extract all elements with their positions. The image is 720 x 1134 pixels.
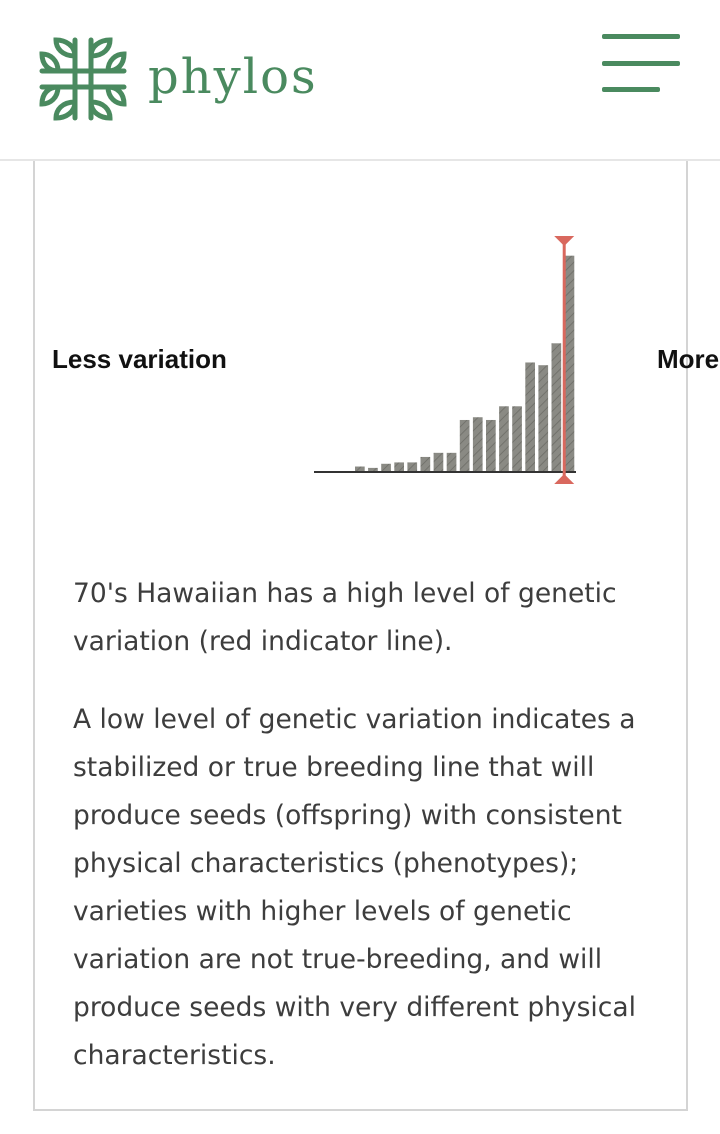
variation-explanation-text: A low level of genetic variation indicat… [73, 704, 636, 1071]
phylos-logo-icon [39, 37, 127, 121]
chart-bar [472, 417, 483, 472]
chart-bar [486, 419, 496, 472]
chart-bar [433, 452, 444, 472]
variation-summary-text: 70's Hawaiian has a high level of geneti… [73, 578, 617, 657]
chart-bar [381, 463, 391, 472]
genetic-variation-card [33, 161, 688, 1111]
chart-bar [446, 452, 457, 472]
chart-bar [564, 255, 575, 472]
chart-bar [368, 467, 378, 472]
chart-bar [420, 456, 431, 472]
chart-bar [355, 466, 365, 472]
chart-bar [459, 419, 470, 472]
brand-logo[interactable]: phylos [38, 36, 318, 122]
genetic-variation-chart [314, 236, 576, 484]
chart-bar [512, 406, 522, 472]
red-indicator-line [554, 236, 575, 484]
brand-name: phylos [148, 49, 318, 105]
chart-bar [394, 462, 404, 472]
chart-bar [538, 365, 549, 472]
less-variation-label: Less variation [52, 344, 227, 374]
more-variation-label: More variation [657, 344, 720, 374]
chart-bar [525, 362, 535, 472]
chart-bar [407, 462, 418, 472]
hamburger-menu-button[interactable] [600, 34, 682, 94]
chart-bar [499, 406, 509, 472]
chart-bar [551, 343, 562, 472]
site-header: phylos [0, 0, 720, 161]
